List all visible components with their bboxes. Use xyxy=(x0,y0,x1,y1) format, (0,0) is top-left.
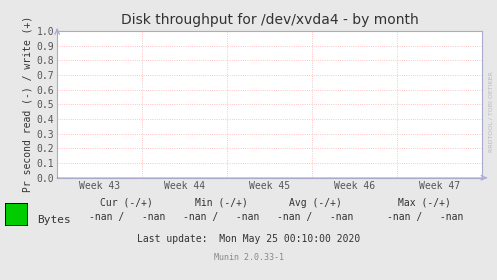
Text: Avg (-/+): Avg (-/+) xyxy=(289,198,342,208)
Text: -nan /   -nan: -nan / -nan xyxy=(277,212,354,222)
Text: -nan /   -nan: -nan / -nan xyxy=(387,212,463,222)
Text: RRDTOOL / TOBI OETIKER: RRDTOOL / TOBI OETIKER xyxy=(489,72,494,152)
Y-axis label: Pr second read (-) / write (+): Pr second read (-) / write (+) xyxy=(22,16,33,192)
Text: Munin 2.0.33-1: Munin 2.0.33-1 xyxy=(214,253,283,262)
Text: Last update:  Mon May 25 00:10:00 2020: Last update: Mon May 25 00:10:00 2020 xyxy=(137,234,360,244)
Text: -nan /   -nan: -nan / -nan xyxy=(88,212,165,222)
Text: Min (-/+): Min (-/+) xyxy=(195,198,248,208)
Text: Max (-/+): Max (-/+) xyxy=(399,198,451,208)
Text: Bytes: Bytes xyxy=(37,215,71,225)
Text: Cur (-/+): Cur (-/+) xyxy=(100,198,153,208)
Title: Disk throughput for /dev/xvda4 - by month: Disk throughput for /dev/xvda4 - by mont… xyxy=(121,13,418,27)
Text: -nan /   -nan: -nan / -nan xyxy=(183,212,259,222)
